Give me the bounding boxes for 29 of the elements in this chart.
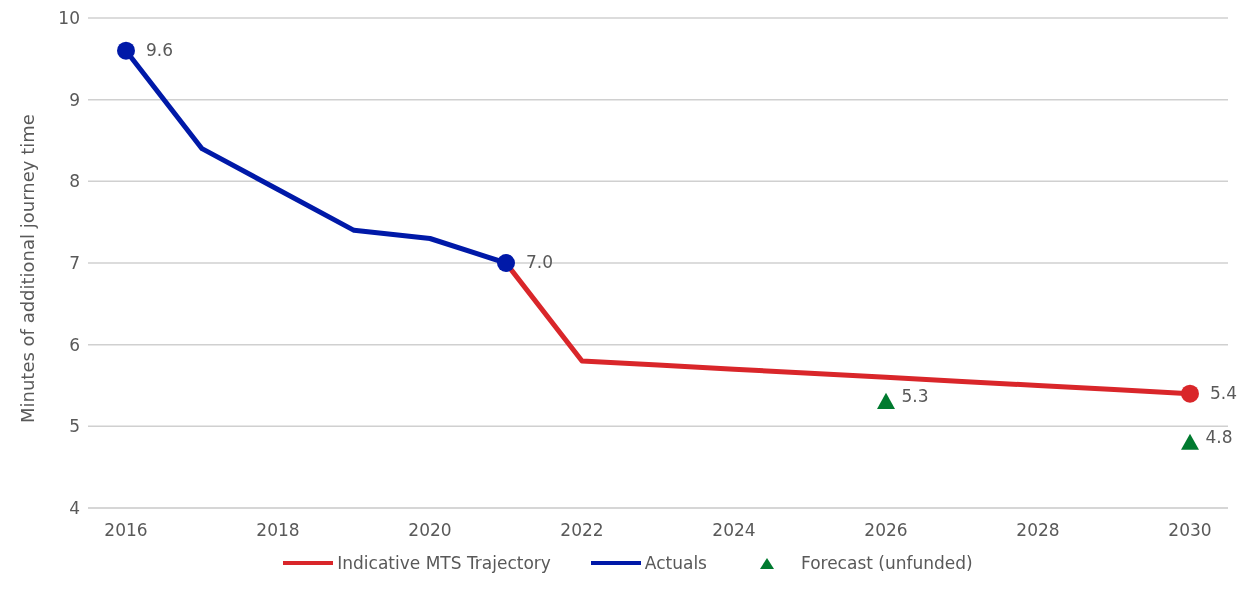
data-label: 7.0: [526, 252, 554, 272]
x-tick-label: 2030: [1168, 520, 1212, 541]
legend-label: Indicative MTS Trajectory: [337, 553, 551, 573]
data-label: 5.3: [901, 386, 929, 407]
y-tick-label: 5: [69, 416, 80, 437]
y-tick-label: 6: [69, 334, 80, 355]
x-tick-label: 2024: [712, 520, 756, 541]
point: [1181, 384, 1199, 403]
point: [1181, 433, 1199, 450]
legend-label: Actuals: [644, 553, 707, 573]
x-tick-label: 2016: [104, 520, 148, 541]
x-tick-label: 2018: [256, 520, 300, 541]
y-tick-label: 9: [69, 89, 80, 110]
point: [497, 254, 515, 272]
y-axis-title: Minutes of additional journey time: [17, 114, 39, 423]
x-tick-label: 2022: [560, 520, 604, 541]
point: [877, 392, 895, 410]
x-tick-label: 2020: [408, 520, 452, 541]
x-tick-label: 2026: [864, 520, 908, 541]
y-tick-label: 8: [69, 171, 80, 192]
y-tick-label: 10: [58, 8, 80, 29]
data-label: 4.8: [1205, 427, 1233, 448]
y-tick-label: 4: [69, 498, 80, 519]
legend-label: Forecast (unfunded): [800, 553, 973, 573]
x-tick-label: 2028: [1016, 520, 1060, 541]
point: [117, 41, 135, 60]
data-label: 5.4: [1210, 382, 1238, 403]
y-tick-label: 7: [69, 253, 80, 274]
data-label: 9.6: [146, 39, 174, 60]
